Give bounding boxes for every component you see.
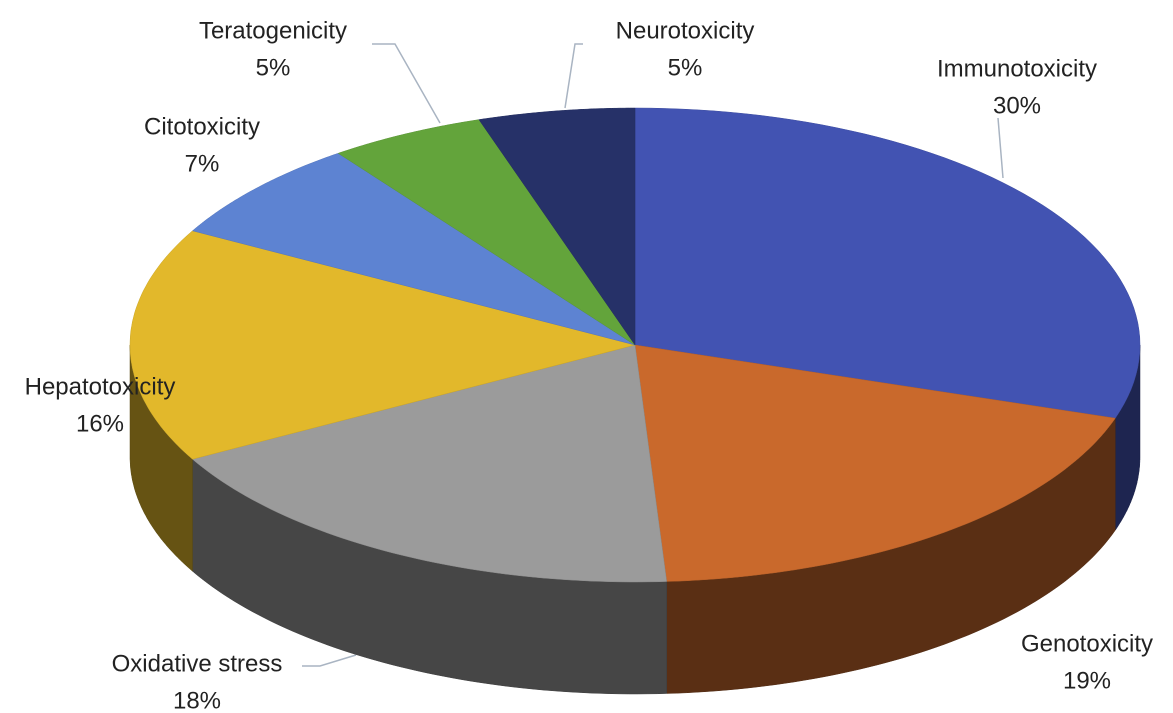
slice (191, 344, 667, 583)
leader-line (372, 43, 441, 124)
slice (191, 153, 636, 346)
leader-line (997, 117, 1004, 179)
slice (337, 119, 636, 346)
label-value: 18% (173, 687, 221, 713)
leader-line (302, 654, 357, 667)
label-value: 19% (1063, 667, 1111, 694)
label-name: Immunotoxicity (937, 55, 1097, 82)
data-labels: Immunotoxicity 30% Genotoxicity 19% Oxidativ… (25, 17, 1153, 713)
slice (634, 344, 1116, 582)
label-name: Teratogenicity (199, 17, 347, 44)
leader-line (564, 43, 583, 109)
slice (478, 107, 636, 346)
label-name: Oxidative stress (112, 650, 283, 677)
label-value: 5% (256, 54, 291, 81)
label-name: Hepatotoxicity (25, 373, 176, 400)
label-value: 16% (76, 410, 124, 437)
leader-lines (302, 43, 1004, 667)
slice (634, 107, 1141, 419)
slice (129, 230, 636, 460)
label-name: Genotoxicity (1021, 630, 1153, 657)
label-value: 30% (993, 92, 1041, 119)
slice-tops (129, 107, 1141, 583)
label-name: Neurotoxicity (616, 17, 755, 44)
label-value: 7% (185, 150, 220, 177)
label-name: Citotoxicity (144, 113, 260, 140)
label-value: 5% (668, 54, 703, 81)
